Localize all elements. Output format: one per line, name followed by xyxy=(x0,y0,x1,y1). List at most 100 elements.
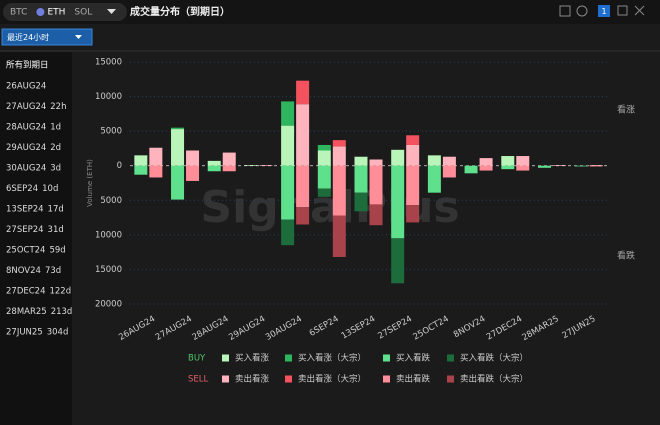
sidebar-remaining: 1d xyxy=(50,123,61,133)
legend-label[interactable]: 买入看涨（大宗） xyxy=(298,353,366,364)
bar-segment xyxy=(479,165,493,171)
sidebar-expiry[interactable]: 30AUG24 xyxy=(6,164,46,174)
y-tick-label: 5000 xyxy=(100,127,122,137)
icon-export[interactable] xyxy=(559,5,571,17)
sidebar-list: 所有到期日 26AUG24 27AUG24 22h 28AUG24 1d 29AUG24 2d… xyxy=(6,60,72,338)
sidebar-remaining: 122d xyxy=(49,287,71,297)
bar-segment xyxy=(406,144,420,166)
sidebar-all[interactable]: 所有到期日 xyxy=(6,60,49,71)
bar-segment xyxy=(281,165,295,220)
sidebar-expiry[interactable]: 25OCT24 xyxy=(6,246,45,256)
sidebar-expiry[interactable]: 27AUG24 xyxy=(6,102,46,112)
legend-label[interactable]: 卖出看涨 xyxy=(235,374,270,385)
bar-segment xyxy=(244,165,258,166)
tab-dropdown-arrow[interactable] xyxy=(107,9,116,14)
period-dropdown[interactable] xyxy=(1,28,93,46)
y-axis-label: Volume (ETH) xyxy=(86,159,94,207)
sidebar-expiry[interactable]: 28AUG24 xyxy=(6,123,46,133)
bar-segment xyxy=(354,165,368,193)
bar-segment xyxy=(134,155,148,166)
sidebar-remaining: 31d xyxy=(48,225,64,235)
badge-box[interactable] xyxy=(598,5,610,17)
bar-segment xyxy=(134,165,148,175)
bar-segment xyxy=(296,165,310,208)
sidebar-expiry[interactable]: 29AUG24 xyxy=(6,143,46,153)
bar-segment xyxy=(442,165,456,178)
bar-segment xyxy=(516,165,530,171)
sidebar-remaining: 10d xyxy=(42,184,58,194)
legend-swatch xyxy=(383,375,390,383)
bar-segment xyxy=(574,165,588,167)
bar-segment xyxy=(516,156,530,166)
bar-segment xyxy=(207,160,221,166)
y-tick-label: 10000 xyxy=(95,230,122,240)
badge: 1 xyxy=(601,7,606,16)
legend-label[interactable]: 买入看跌（大宗） xyxy=(460,353,528,364)
bar-segment xyxy=(317,165,331,189)
bar-segment xyxy=(332,140,346,147)
bar-segment xyxy=(354,156,368,166)
legend-swatch xyxy=(222,375,229,383)
y-tick-label: 15000 xyxy=(95,265,122,275)
sidebar-expiry[interactable]: 8NOV24 xyxy=(6,266,41,276)
legend-label[interactable]: 卖出看涨（大宗） xyxy=(298,374,366,385)
legend-swatch xyxy=(447,354,454,362)
legend-label[interactable]: 买入看跌 xyxy=(396,353,431,364)
bar-segment xyxy=(149,147,163,166)
legend-label[interactable]: 买入看涨 xyxy=(235,353,270,364)
bar-segment xyxy=(149,165,163,178)
sidebar-remaining: 22h xyxy=(50,102,66,112)
title: 成交量分布（到期日） xyxy=(130,5,230,18)
bar-segment xyxy=(479,158,493,166)
bar-segment xyxy=(464,165,478,174)
legend-swatch xyxy=(447,375,454,383)
bar-segment xyxy=(406,135,420,145)
sidebar-expiry[interactable]: 6SEP24 xyxy=(6,184,38,194)
legend-label[interactable]: 卖出看跌（大宗） xyxy=(460,374,528,385)
tab[interactable]: ETH xyxy=(47,8,65,18)
sidebar-expiry[interactable]: 28MAR25 xyxy=(6,307,47,317)
legend-swatch xyxy=(222,354,229,362)
legend-swatch xyxy=(285,354,292,362)
legend-group: SELL xyxy=(188,375,209,385)
sidebar-remaining: 59d xyxy=(49,246,65,256)
bar-segment xyxy=(296,207,310,225)
sidebar-expiry[interactable]: 27JUN25 xyxy=(6,328,43,338)
bar-segment xyxy=(281,219,295,246)
icon-window[interactable] xyxy=(617,5,628,16)
bar-segment xyxy=(369,159,383,166)
bar-segment xyxy=(222,152,236,166)
bar-segment xyxy=(369,165,383,205)
bar-segment xyxy=(589,165,603,166)
sidebar-expiry[interactable]: 26AUG24 xyxy=(6,82,46,92)
sidebar-expiry[interactable]: 13SEP24 xyxy=(6,205,44,215)
icon-close[interactable] xyxy=(634,5,645,16)
bar-segment xyxy=(296,104,310,166)
tab[interactable]: SOL xyxy=(74,8,92,18)
bar-segment xyxy=(442,156,456,166)
bar-segment xyxy=(281,101,295,126)
bar-segment xyxy=(552,165,566,166)
tab-group xyxy=(3,3,127,21)
bar-segment xyxy=(589,165,603,167)
sidebar-remaining: 2d xyxy=(50,143,61,153)
bar-segment xyxy=(296,80,310,105)
bar-segment xyxy=(427,155,441,166)
bar-segment xyxy=(317,144,331,151)
bar-segment xyxy=(207,165,221,172)
icon-refresh[interactable] xyxy=(576,5,588,17)
tabs: BTC ETH SOL xyxy=(10,8,92,18)
sidebar-expiry[interactable]: 27SEP24 xyxy=(6,225,44,235)
y-tick-label: 5000 xyxy=(100,196,122,206)
bar-segment xyxy=(171,165,185,200)
legend-swatch xyxy=(383,354,390,362)
sidebar-expiry[interactable]: 27DEC24 xyxy=(6,287,45,297)
bar-segment xyxy=(391,238,405,284)
sidebar-remaining: 304d xyxy=(47,328,69,338)
tab[interactable]: BTC xyxy=(10,8,27,18)
sidebar-remaining: 17d xyxy=(48,205,64,215)
legend-label[interactable]: 卖出看跌 xyxy=(396,374,431,385)
sidebar-remaining: 213d xyxy=(51,307,73,317)
legend-swatch xyxy=(285,375,292,383)
